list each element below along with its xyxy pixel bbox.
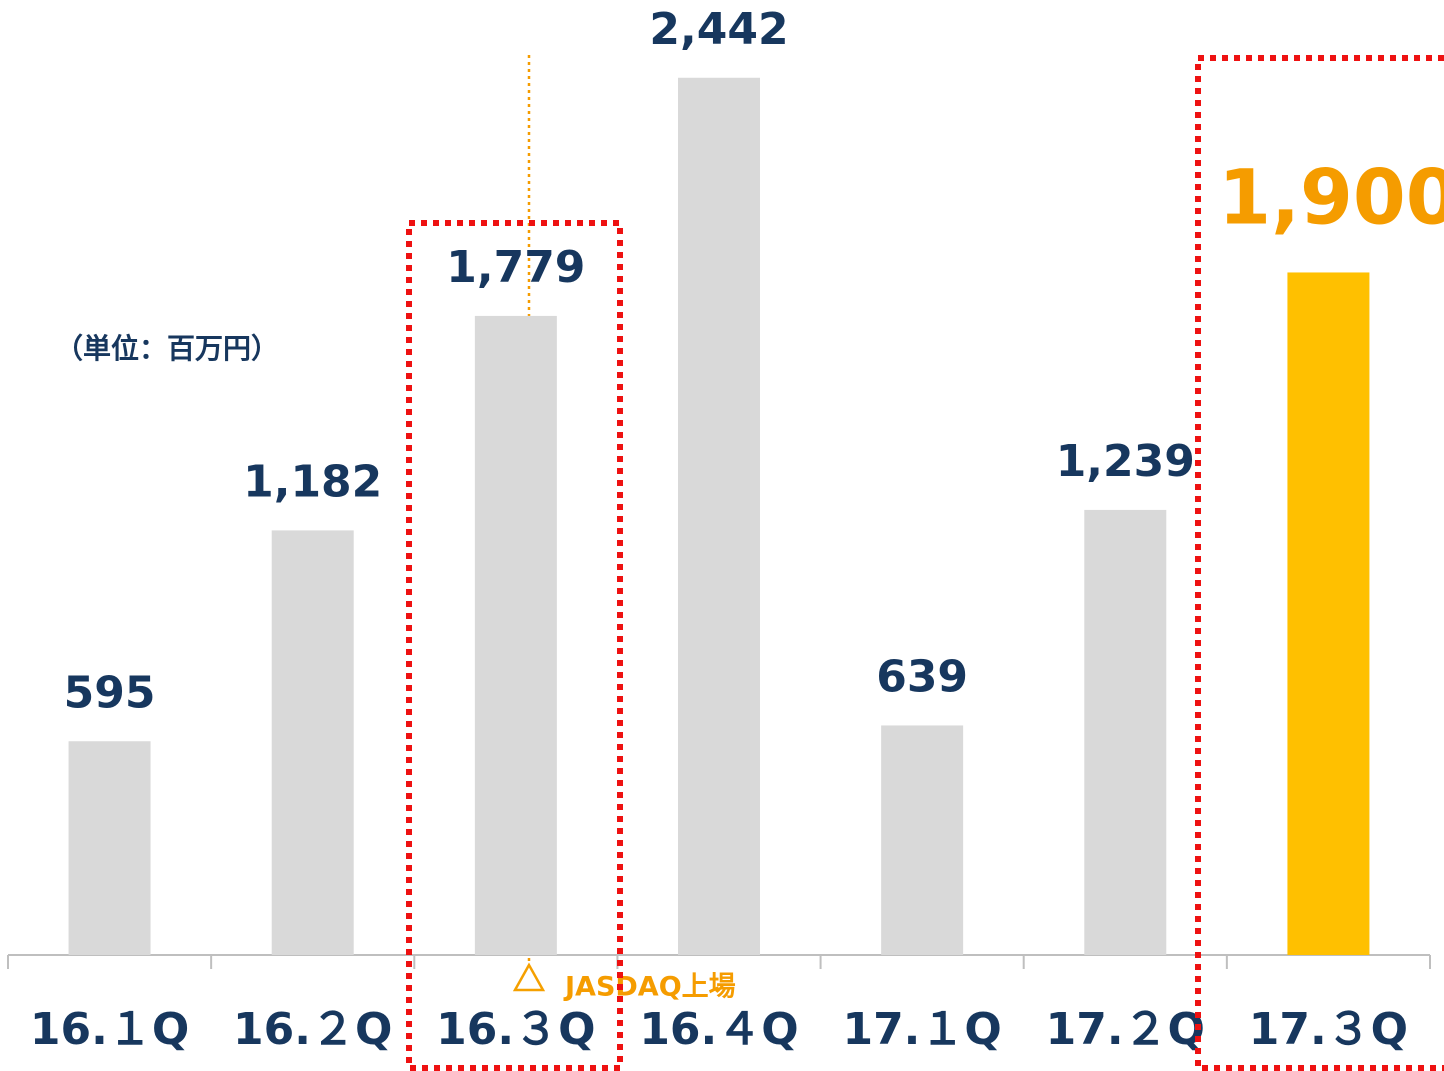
listing-annotation: JASDAQ上場	[563, 972, 736, 1003]
value-label: 1,900	[1218, 152, 1444, 241]
x-tick-label: 16.４Q	[639, 1004, 798, 1055]
bar	[271, 530, 354, 955]
value-label: 639	[876, 651, 968, 702]
bar	[1287, 272, 1370, 955]
x-tick-label: 16.１Q	[30, 1004, 189, 1055]
unit-label: （単位：百万円）	[55, 332, 279, 365]
plot: 16.１Q 595 16.２Q 1,182 16.３Q 1,779 16.４Q 2,442 17…	[7, 4, 1444, 1055]
value-label: 2,442	[649, 4, 788, 55]
bar	[68, 741, 151, 955]
x-tick-label: 16.２Q	[233, 1004, 392, 1055]
bar	[1084, 509, 1167, 955]
value-label: 1,182	[243, 456, 382, 507]
x-tick-label: 16.３Q	[436, 1004, 595, 1055]
bar	[881, 725, 964, 955]
bar	[678, 77, 760, 955]
x-tick-label: 17.１Q	[842, 1004, 1001, 1055]
x-tick-label: 17.２Q	[1046, 1004, 1205, 1055]
x-tick-label: 17.３Q	[1249, 1004, 1408, 1055]
listing-marker	[512, 962, 546, 992]
highlight-box	[1195, 55, 1444, 1071]
value-label: 1,239	[1056, 436, 1195, 487]
bar	[474, 315, 557, 955]
value-label: 595	[64, 667, 156, 718]
value-label: 1,779	[446, 242, 585, 293]
